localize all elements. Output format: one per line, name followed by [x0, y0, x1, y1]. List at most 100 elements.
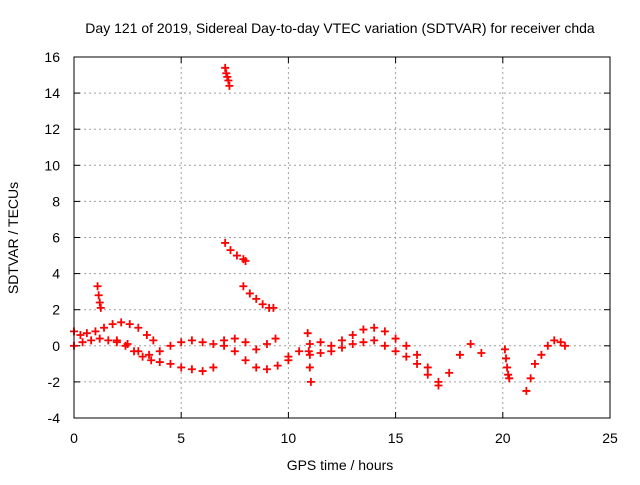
data-point: [537, 350, 546, 359]
data-point: [391, 334, 400, 343]
series-segment-e: [221, 63, 234, 90]
data-point: [145, 350, 154, 359]
grid-lines: [74, 57, 610, 418]
data-point: [155, 347, 164, 356]
data-point: [147, 356, 156, 365]
data-point: [284, 352, 293, 361]
data-point: [556, 338, 565, 347]
data-point: [305, 363, 314, 372]
data-point: [269, 303, 278, 312]
data-point: [560, 341, 569, 350]
data-point: [166, 341, 175, 350]
x-tick-label: 25: [602, 430, 618, 446]
data-point: [380, 327, 389, 336]
series-segment-c: [93, 282, 105, 312]
data-point: [187, 336, 196, 345]
y-axis-label: SDTVAR / TECUs: [5, 182, 21, 294]
data-point: [94, 291, 103, 300]
y-tick-label: 6: [52, 230, 60, 246]
data-point: [177, 363, 186, 372]
x-tick-label: 10: [281, 430, 297, 446]
data-point: [391, 347, 400, 356]
data-point: [273, 361, 282, 370]
x-tick-label: 15: [388, 430, 404, 446]
data-point: [305, 350, 314, 359]
data-point: [123, 339, 132, 348]
data-point: [82, 329, 91, 338]
data-point: [226, 246, 235, 255]
series-segment-g: [239, 282, 278, 312]
data-point: [134, 347, 143, 356]
data-point: [505, 374, 514, 383]
data-point: [370, 336, 379, 345]
data-point: [125, 320, 134, 329]
data-point: [402, 352, 411, 361]
series-segment-k: [303, 329, 315, 386]
data-point: [241, 356, 250, 365]
data-point: [224, 76, 233, 85]
data-point: [550, 336, 559, 345]
series-segment-m: [522, 336, 569, 395]
tick-labels: 0 5 10 15 20 25 -4 -2 0 2 4 6 8 10 12 14 16: [44, 49, 618, 446]
data-point: [262, 365, 271, 374]
data-point: [295, 347, 304, 356]
data-point: [359, 338, 368, 347]
data-point: [96, 303, 105, 312]
data-point: [112, 336, 121, 345]
series-segment-i: [284, 323, 486, 386]
data-point: [252, 294, 261, 303]
data-point: [543, 341, 552, 350]
data-point: [239, 282, 248, 291]
data-point: [503, 363, 512, 372]
data-point: [316, 349, 325, 358]
data-point: [241, 256, 250, 265]
data-point: [305, 339, 314, 348]
data-point: [138, 352, 147, 361]
data-point: [245, 289, 254, 298]
data-point: [166, 359, 175, 368]
data-point: [76, 330, 85, 339]
data-point: [187, 365, 196, 374]
y-tick-label: -2: [48, 374, 61, 390]
data-point: [413, 359, 422, 368]
data-point: [209, 339, 218, 348]
y-tick-label: 14: [44, 85, 60, 101]
data-point: [104, 336, 113, 345]
data-point: [221, 238, 230, 247]
x-axis-label: GPS time / hours: [287, 457, 394, 473]
y-tick-label: 8: [52, 193, 60, 209]
data-point: [198, 367, 207, 376]
data-point: [177, 338, 186, 347]
data-point: [466, 339, 475, 348]
data-point: [530, 359, 539, 368]
data-point: [220, 341, 229, 350]
data-point: [252, 363, 261, 372]
data-point: [209, 363, 218, 372]
data-point: [91, 327, 100, 336]
data-point: [455, 350, 464, 359]
data-series: [70, 63, 569, 395]
x-tick-label: 5: [177, 430, 185, 446]
series-segment-l: [500, 345, 514, 383]
data-point: [223, 72, 232, 81]
data-point: [155, 358, 164, 367]
data-point: [149, 336, 158, 345]
data-point: [304, 347, 313, 356]
plot-frame: [73, 56, 611, 419]
data-point: [370, 323, 379, 332]
data-point: [526, 374, 535, 383]
data-point: [117, 318, 126, 327]
data-point: [108, 320, 117, 329]
data-point: [338, 336, 346, 345]
data-point: [258, 300, 267, 309]
data-point: [477, 349, 486, 358]
chart-title: Day 121 of 2019, Sidereal Day-to-day VTE…: [85, 20, 595, 36]
data-point: [134, 323, 143, 332]
data-point: [230, 334, 239, 343]
data-point: [222, 69, 231, 78]
y-tick-label: 16: [44, 49, 60, 65]
data-point: [359, 325, 368, 334]
